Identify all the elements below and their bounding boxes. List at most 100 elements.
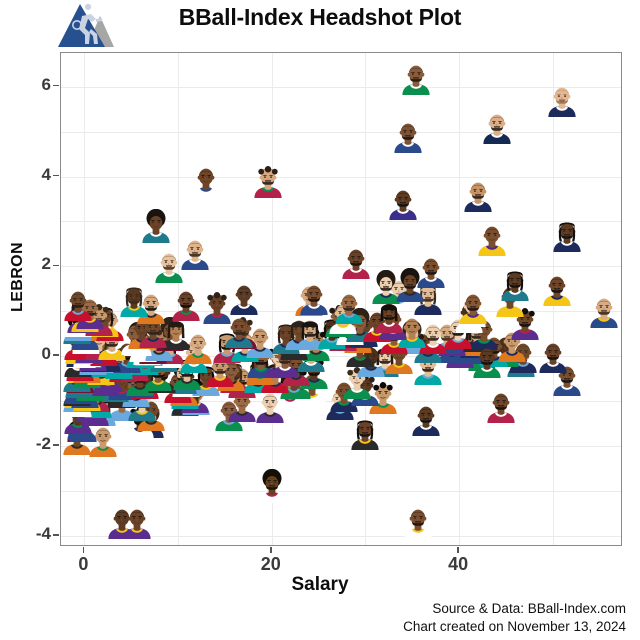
player-headshot-marker — [456, 290, 490, 324]
y-axis-tick — [53, 354, 59, 356]
player-headshot-marker — [65, 349, 99, 384]
player-headshot-marker — [105, 387, 139, 422]
player-headshot-marker — [61, 383, 95, 417]
player-headshot-marker — [168, 375, 202, 410]
player-headshot-marker — [214, 357, 248, 392]
player-headshot-marker — [465, 337, 499, 372]
player-headshot-marker — [95, 326, 129, 360]
player-headshot-marker — [435, 322, 469, 356]
chart-title: BBall-Index Headshot Plot — [178, 4, 462, 30]
player-headshot-marker — [91, 358, 125, 393]
player-headshot-marker — [297, 355, 331, 389]
player-headshot-marker — [294, 338, 328, 372]
player-headshot-marker — [189, 362, 223, 397]
x-axis-tick-label: 0 — [78, 554, 89, 574]
player-headshot-marker — [435, 329, 469, 364]
player-headshot-marker — [106, 347, 140, 382]
player-headshot-marker — [226, 315, 260, 349]
player-headshot-marker — [293, 316, 327, 350]
player-headshot-marker — [66, 408, 100, 443]
player-headshot-marker — [141, 357, 175, 392]
player-headshot-marker — [369, 269, 403, 304]
player-headshot-marker — [63, 347, 97, 382]
player-headshot-marker — [455, 293, 489, 328]
player-headshot-marker — [168, 382, 202, 416]
player-headshot-marker — [123, 364, 157, 399]
player-headshot-marker — [343, 307, 377, 342]
player-headshot-marker — [159, 316, 193, 350]
player-headshot-marker — [61, 326, 95, 360]
player-headshot-marker — [241, 359, 275, 393]
player-headshot-marker — [393, 268, 427, 303]
player-headshot-marker — [61, 309, 94, 344]
player-headshot-marker — [477, 333, 511, 367]
player-headshot-marker — [382, 340, 416, 375]
player-headshot-marker — [273, 374, 307, 409]
player-headshot-marker — [118, 347, 152, 381]
player-headshot-marker — [326, 300, 360, 334]
y-axis-tick — [53, 444, 59, 446]
player-headshot-marker — [178, 378, 212, 413]
player-headshot-marker — [189, 164, 223, 198]
player-headshot-marker — [87, 332, 121, 366]
gridline-horizontal — [61, 266, 621, 268]
player-headshot-marker — [118, 321, 152, 355]
player-headshot-marker — [409, 402, 443, 436]
player-headshot-marker — [89, 362, 123, 397]
player-headshot-marker — [73, 295, 107, 330]
x-axis-label: Salary — [291, 574, 349, 595]
player-headshot-marker — [279, 320, 313, 355]
player-headshot-marker — [61, 377, 94, 412]
player-headshot-marker — [90, 338, 124, 372]
player-headshot-marker — [63, 359, 97, 393]
player-headshot-marker — [61, 374, 95, 408]
player-headshot-marker — [251, 164, 285, 198]
y-axis-tick-label: -2 — [35, 433, 51, 453]
gridline-horizontal — [61, 86, 621, 88]
player-headshot-marker — [105, 505, 139, 540]
player-headshot-marker — [64, 406, 98, 440]
gridline-horizontal — [61, 446, 621, 447]
player-headshot-marker — [203, 353, 237, 388]
player-headshot-marker — [339, 245, 373, 279]
player-headshot-marker — [70, 354, 104, 389]
player-headshot-marker — [277, 326, 311, 361]
player-headshot-marker — [452, 299, 486, 333]
player-headshot-marker — [279, 352, 313, 387]
player-headshot-marker — [244, 344, 278, 379]
player-headshot-marker — [86, 423, 120, 458]
player-headshot-marker — [88, 303, 122, 337]
gridline-horizontal — [61, 221, 621, 223]
player-headshot-marker — [181, 330, 215, 364]
player-headshot-marker — [61, 303, 95, 337]
player-headshot-marker — [128, 341, 162, 375]
y-axis-tick-label: -4 — [35, 523, 51, 543]
player-headshot-marker — [132, 332, 166, 366]
player-headshot-marker — [295, 370, 329, 404]
player-headshot-marker — [280, 365, 314, 399]
player-headshot-marker — [166, 359, 200, 394]
player-headshot-marker — [136, 330, 170, 364]
player-headshot-marker — [333, 311, 367, 346]
player-headshot-marker — [70, 348, 104, 383]
player-headshot-marker — [395, 314, 429, 349]
gridline-horizontal — [61, 356, 621, 358]
player-headshot-marker — [258, 359, 292, 393]
player-headshot-marker — [217, 359, 251, 393]
player-headshot-marker — [343, 333, 377, 367]
player-headshot-marker — [70, 377, 104, 412]
player-headshot-marker — [76, 337, 110, 371]
x-axis-tick — [269, 547, 272, 553]
player-headshot-marker — [340, 365, 374, 399]
player-headshot-marker — [98, 367, 132, 402]
player-headshot-marker — [64, 299, 98, 334]
player-headshot-marker — [133, 403, 167, 438]
player-headshot-marker — [153, 317, 187, 352]
player-headshot-marker — [153, 330, 187, 365]
player-headshot-marker — [277, 365, 311, 399]
player-headshot-marker — [225, 364, 259, 398]
player-headshot-marker — [121, 322, 155, 357]
player-headshot-marker — [123, 362, 157, 397]
player-headshot-marker — [354, 343, 388, 377]
player-headshot-marker — [411, 281, 445, 315]
